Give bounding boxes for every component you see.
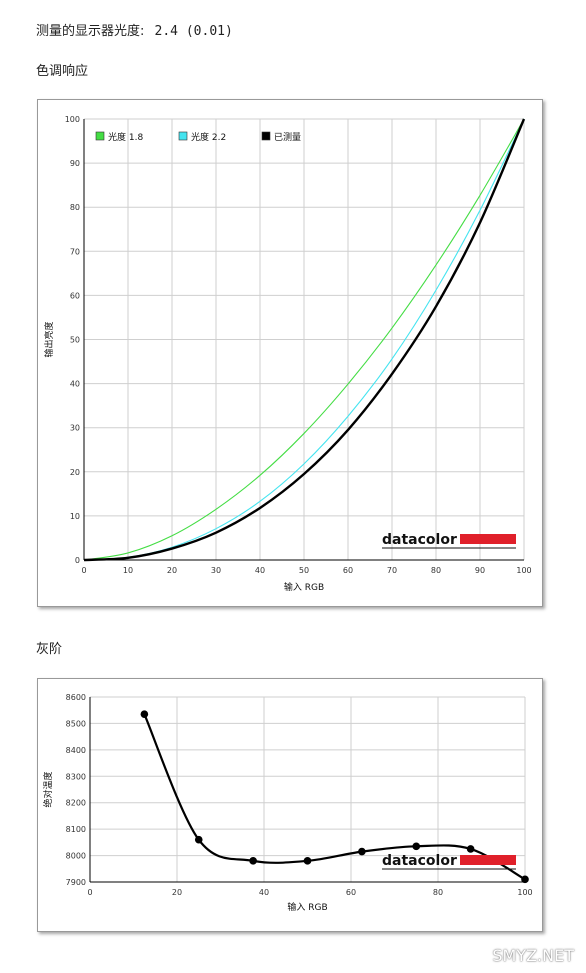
x-tick-label: 30 bbox=[211, 566, 221, 575]
y-tick-label: 80 bbox=[70, 203, 80, 212]
y-tick-label: 50 bbox=[70, 336, 80, 345]
series-line-3 bbox=[83, 118, 526, 562]
x-tick-label: 80 bbox=[433, 888, 443, 897]
y-tick-label: 8100 bbox=[66, 825, 86, 834]
data-point-marker bbox=[303, 857, 312, 865]
y-tick-label: 20 bbox=[70, 468, 80, 477]
x-tick-label: 0 bbox=[81, 566, 86, 575]
y-tick-label: 8400 bbox=[66, 746, 86, 755]
x-tick-label: 40 bbox=[255, 566, 265, 575]
tone-response-svg: 0 10 20 30 40 50 60 70 80 90 100 0 10 20 30 40 50 60 70 80 9… bbox=[43, 115, 532, 593]
datacolor-logo-bar bbox=[460, 534, 516, 544]
gamma-label: 测量的显示器光度: bbox=[36, 24, 145, 39]
y-tick-label: 60 bbox=[70, 291, 80, 300]
temperature-series-line bbox=[143, 713, 526, 881]
gamma-measurement-line: 测量的显示器光度: 2.4 (0.01) bbox=[36, 20, 233, 39]
legend-swatch-3 bbox=[261, 131, 271, 141]
x-tick-label: 50 bbox=[299, 566, 309, 575]
x-tick-label: 60 bbox=[346, 888, 356, 897]
x-tick-label: 100 bbox=[517, 888, 532, 897]
x-axis-label: 输入 RGB bbox=[284, 581, 324, 593]
tone-response-heading: 色调响应 bbox=[36, 64, 89, 79]
data-point-marker bbox=[249, 857, 257, 865]
data-point-marker bbox=[140, 710, 149, 718]
x-tick-label: 90 bbox=[475, 566, 485, 575]
legend-label-2: 光度 2.2 bbox=[191, 131, 226, 143]
legend-swatch-2 bbox=[178, 131, 188, 141]
x-tick-label: 20 bbox=[172, 888, 182, 897]
grayscale-chart: 0 20 40 60 80 100 7900 8000 8100 8200 8300 8400 8500… bbox=[37, 678, 543, 932]
x-tick-label: 10 bbox=[123, 566, 133, 575]
data-point-marker bbox=[358, 847, 366, 856]
x-tick-label: 20 bbox=[167, 566, 177, 575]
legend-label-1: 光度 1.8 bbox=[108, 131, 143, 143]
x-tick-label: 100 bbox=[516, 566, 531, 575]
y-tick-label: 8000 bbox=[66, 852, 86, 861]
y-tick-label: 7900 bbox=[66, 878, 86, 887]
y-tick-label: 100 bbox=[65, 115, 80, 124]
y-tick-label: 8500 bbox=[66, 719, 86, 728]
y-tick-label: 8200 bbox=[66, 799, 86, 808]
data-point-marker bbox=[412, 842, 421, 851]
x-tick-label: 70 bbox=[387, 566, 397, 575]
y-tick-label: 8600 bbox=[66, 693, 86, 702]
x-tick-label: 80 bbox=[431, 566, 441, 575]
y-tick-label: 30 bbox=[70, 424, 80, 433]
y-axis-label: 绝对温度 bbox=[42, 771, 54, 807]
data-point-marker bbox=[521, 875, 529, 884]
y-tick-label: 70 bbox=[70, 247, 80, 256]
y-tick-label: 40 bbox=[70, 380, 80, 389]
x-tick-label: 40 bbox=[259, 888, 269, 897]
legend-label-3: 已测量 bbox=[274, 132, 301, 143]
x-tick-label: 60 bbox=[343, 566, 353, 575]
datacolor-logo-text: datacolor bbox=[382, 532, 457, 548]
gamma-value: 2.4 (0.01) bbox=[154, 24, 233, 39]
datacolor-logo-text: datacolor bbox=[382, 853, 457, 869]
y-axis-label: 输出亮度 bbox=[43, 321, 55, 357]
y-tick-label: 90 bbox=[70, 159, 80, 168]
series-line-1 bbox=[83, 118, 525, 561]
site-watermark: SMYZ.NET bbox=[492, 946, 574, 965]
grayscale-heading: 灰阶 bbox=[36, 642, 63, 657]
y-tick-label: 10 bbox=[70, 512, 80, 521]
legend-swatch-1 bbox=[95, 131, 105, 141]
datacolor-logo-bar bbox=[460, 855, 516, 865]
y-tick-label: 8300 bbox=[66, 772, 86, 781]
y-tick-label: 0 bbox=[75, 556, 80, 565]
grayscale-svg: 0 20 40 60 80 100 7900 8000 8100 8200 8300 8400 8500… bbox=[42, 693, 533, 913]
data-point-marker bbox=[466, 845, 475, 853]
x-axis-label: 输入 RGB bbox=[287, 901, 327, 913]
tone-response-chart: 0 10 20 30 40 50 60 70 80 90 100 0 10 20 30 40 50 60 70 80 9… bbox=[37, 99, 543, 607]
data-point-marker bbox=[194, 835, 203, 844]
x-tick-label: 0 bbox=[87, 888, 92, 897]
